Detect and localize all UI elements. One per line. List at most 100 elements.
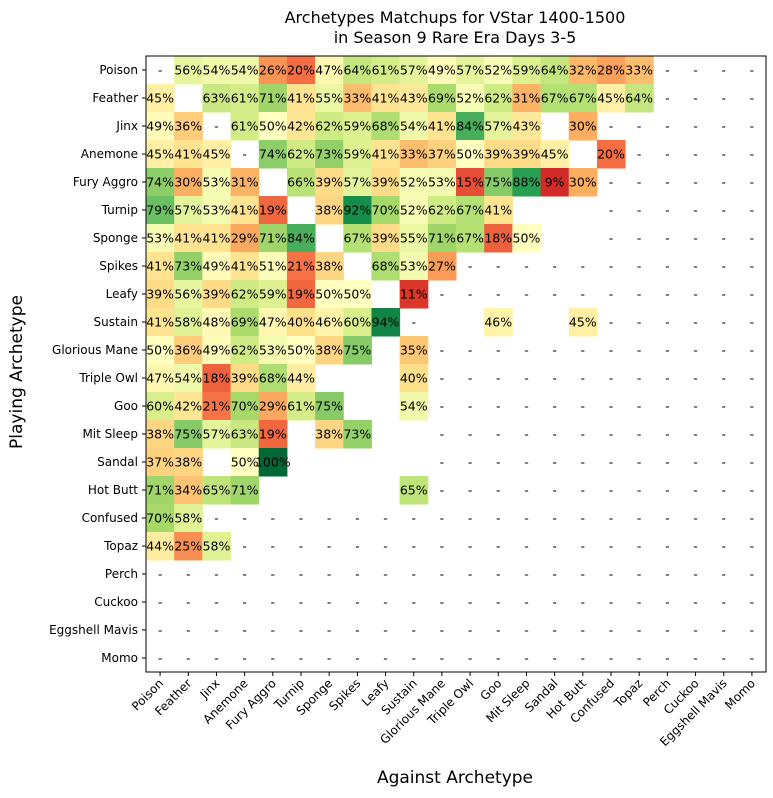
cell-missing-label: - [552, 399, 557, 414]
heatmap-cell [399, 84, 429, 113]
cell-missing-label: - [609, 455, 614, 470]
heatmap-cell [258, 56, 288, 85]
cell-value-label: 37% [428, 147, 456, 162]
heatmap-cell [174, 140, 203, 169]
cell-missing-label: - [186, 623, 191, 638]
cell-missing-label: - [327, 539, 332, 554]
heatmap-cell [484, 56, 513, 85]
cell-missing-label: - [581, 287, 586, 302]
heatmap-cell [315, 168, 344, 197]
cell-value-label: 53% [203, 175, 231, 190]
heatmap-cell [286, 336, 316, 365]
cell-missing-label: - [750, 287, 755, 302]
cell-missing-label: - [581, 595, 586, 610]
cell-missing-label: - [158, 651, 163, 666]
cell-missing-label: - [637, 483, 642, 498]
cell-value-label: 65% [203, 483, 231, 498]
heatmap-cell [343, 224, 372, 253]
cell-missing-label: - [524, 287, 529, 302]
heatmap-cell [174, 336, 203, 365]
cell-missing-label: - [411, 567, 416, 582]
heatmap-cell [456, 224, 485, 253]
cell-missing-label: - [581, 567, 586, 582]
cell-value-label: 62% [231, 343, 259, 358]
heatmap-cell [230, 448, 260, 477]
heatmap-cell [625, 56, 654, 85]
cell-value-label: 54% [203, 63, 231, 78]
cell-missing-label: - [496, 595, 501, 610]
cell-missing-label: - [637, 511, 642, 526]
cell-value-label: 58% [174, 315, 202, 330]
cell-value-label: 68% [372, 119, 400, 134]
cell-missing-label: - [750, 651, 755, 666]
cell-missing-label: - [271, 651, 276, 666]
heatmap-cell [315, 56, 344, 85]
cell-missing-label: - [637, 399, 642, 414]
cell-missing-label: - [524, 399, 529, 414]
cell-value-label: 94% [372, 315, 400, 330]
heatmap-cell [286, 112, 316, 141]
cell-value-label: 62% [428, 203, 456, 218]
cell-value-label: 73% [343, 427, 371, 442]
cell-value-label: 57% [456, 63, 484, 78]
cell-value-label: 44% [287, 371, 315, 386]
cell-missing-label: - [468, 651, 473, 666]
cell-value-label: 29% [231, 231, 259, 246]
heatmap-cell [315, 280, 344, 309]
heatmap-cell [286, 140, 316, 169]
cell-value-label: 35% [400, 343, 428, 358]
heatmap-cell [286, 84, 316, 113]
cell-value-label: 53% [146, 231, 174, 246]
cell-value-label: 64% [625, 91, 653, 106]
heatmap-cell [230, 336, 260, 365]
cell-labels: -56% 54% 54% 26% 20% 47% 64% 61% 57% 49% 57% 52% 59%… [146, 63, 754, 666]
cell-missing-label: - [665, 203, 670, 218]
heatmap-cell [230, 112, 260, 141]
heatmap-cell [258, 140, 288, 169]
cell-value-label: 18% [203, 371, 231, 386]
heatmap-cell [202, 196, 232, 225]
heatmap-cell [230, 56, 260, 85]
cell-missing-label: - [440, 567, 445, 582]
cell-value-label: 62% [484, 91, 512, 106]
cell-missing-label: - [665, 567, 670, 582]
cell-value-label: 49% [428, 63, 456, 78]
cell-value-label: 61% [231, 119, 259, 134]
cell-value-label: 38% [315, 203, 343, 218]
cell-missing-label: - [637, 175, 642, 190]
cell-value-label: 53% [259, 343, 287, 358]
y-tick-label: Sandal [97, 455, 138, 469]
cell-value-label: 39% [372, 231, 400, 246]
heatmap-cell [146, 532, 175, 561]
cell-value-label: 64% [343, 63, 371, 78]
cell-missing-label: - [665, 427, 670, 442]
y-tick-label: Cuckoo [94, 595, 138, 609]
heatmap-cell [174, 280, 203, 309]
cell-value-label: 33% [343, 91, 371, 106]
cell-missing-label: - [609, 119, 614, 134]
cell-missing-label: - [440, 511, 445, 526]
cell-missing-label: - [440, 483, 445, 498]
heatmap-cell [427, 140, 457, 169]
cell-missing-label: - [552, 343, 557, 358]
cell-missing-label: - [721, 399, 726, 414]
cell-value-label: 50% [259, 119, 287, 134]
cell-value-label: 70% [372, 203, 400, 218]
cell-missing-label: - [496, 567, 501, 582]
cell-value-label: 41% [372, 91, 400, 106]
y-tick-label: Eggshell Mavis [49, 623, 138, 637]
heatmap-cell [399, 224, 429, 253]
cell-missing-label: - [355, 651, 360, 666]
cell-value-label: 75% [174, 427, 202, 442]
cell-value-label: 59% [513, 63, 541, 78]
cell-missing-label: - [750, 315, 755, 330]
heatmap-cell [286, 280, 316, 309]
heatmap-cell [202, 84, 232, 113]
cell-value-label: 70% [146, 511, 174, 526]
cell-missing-label: - [496, 539, 501, 554]
cell-missing-label: - [440, 539, 445, 554]
cell-missing-label: - [665, 259, 670, 274]
heatmap-cell [512, 112, 542, 141]
heatmap-cell [146, 392, 175, 421]
heatmap-cell [427, 56, 457, 85]
